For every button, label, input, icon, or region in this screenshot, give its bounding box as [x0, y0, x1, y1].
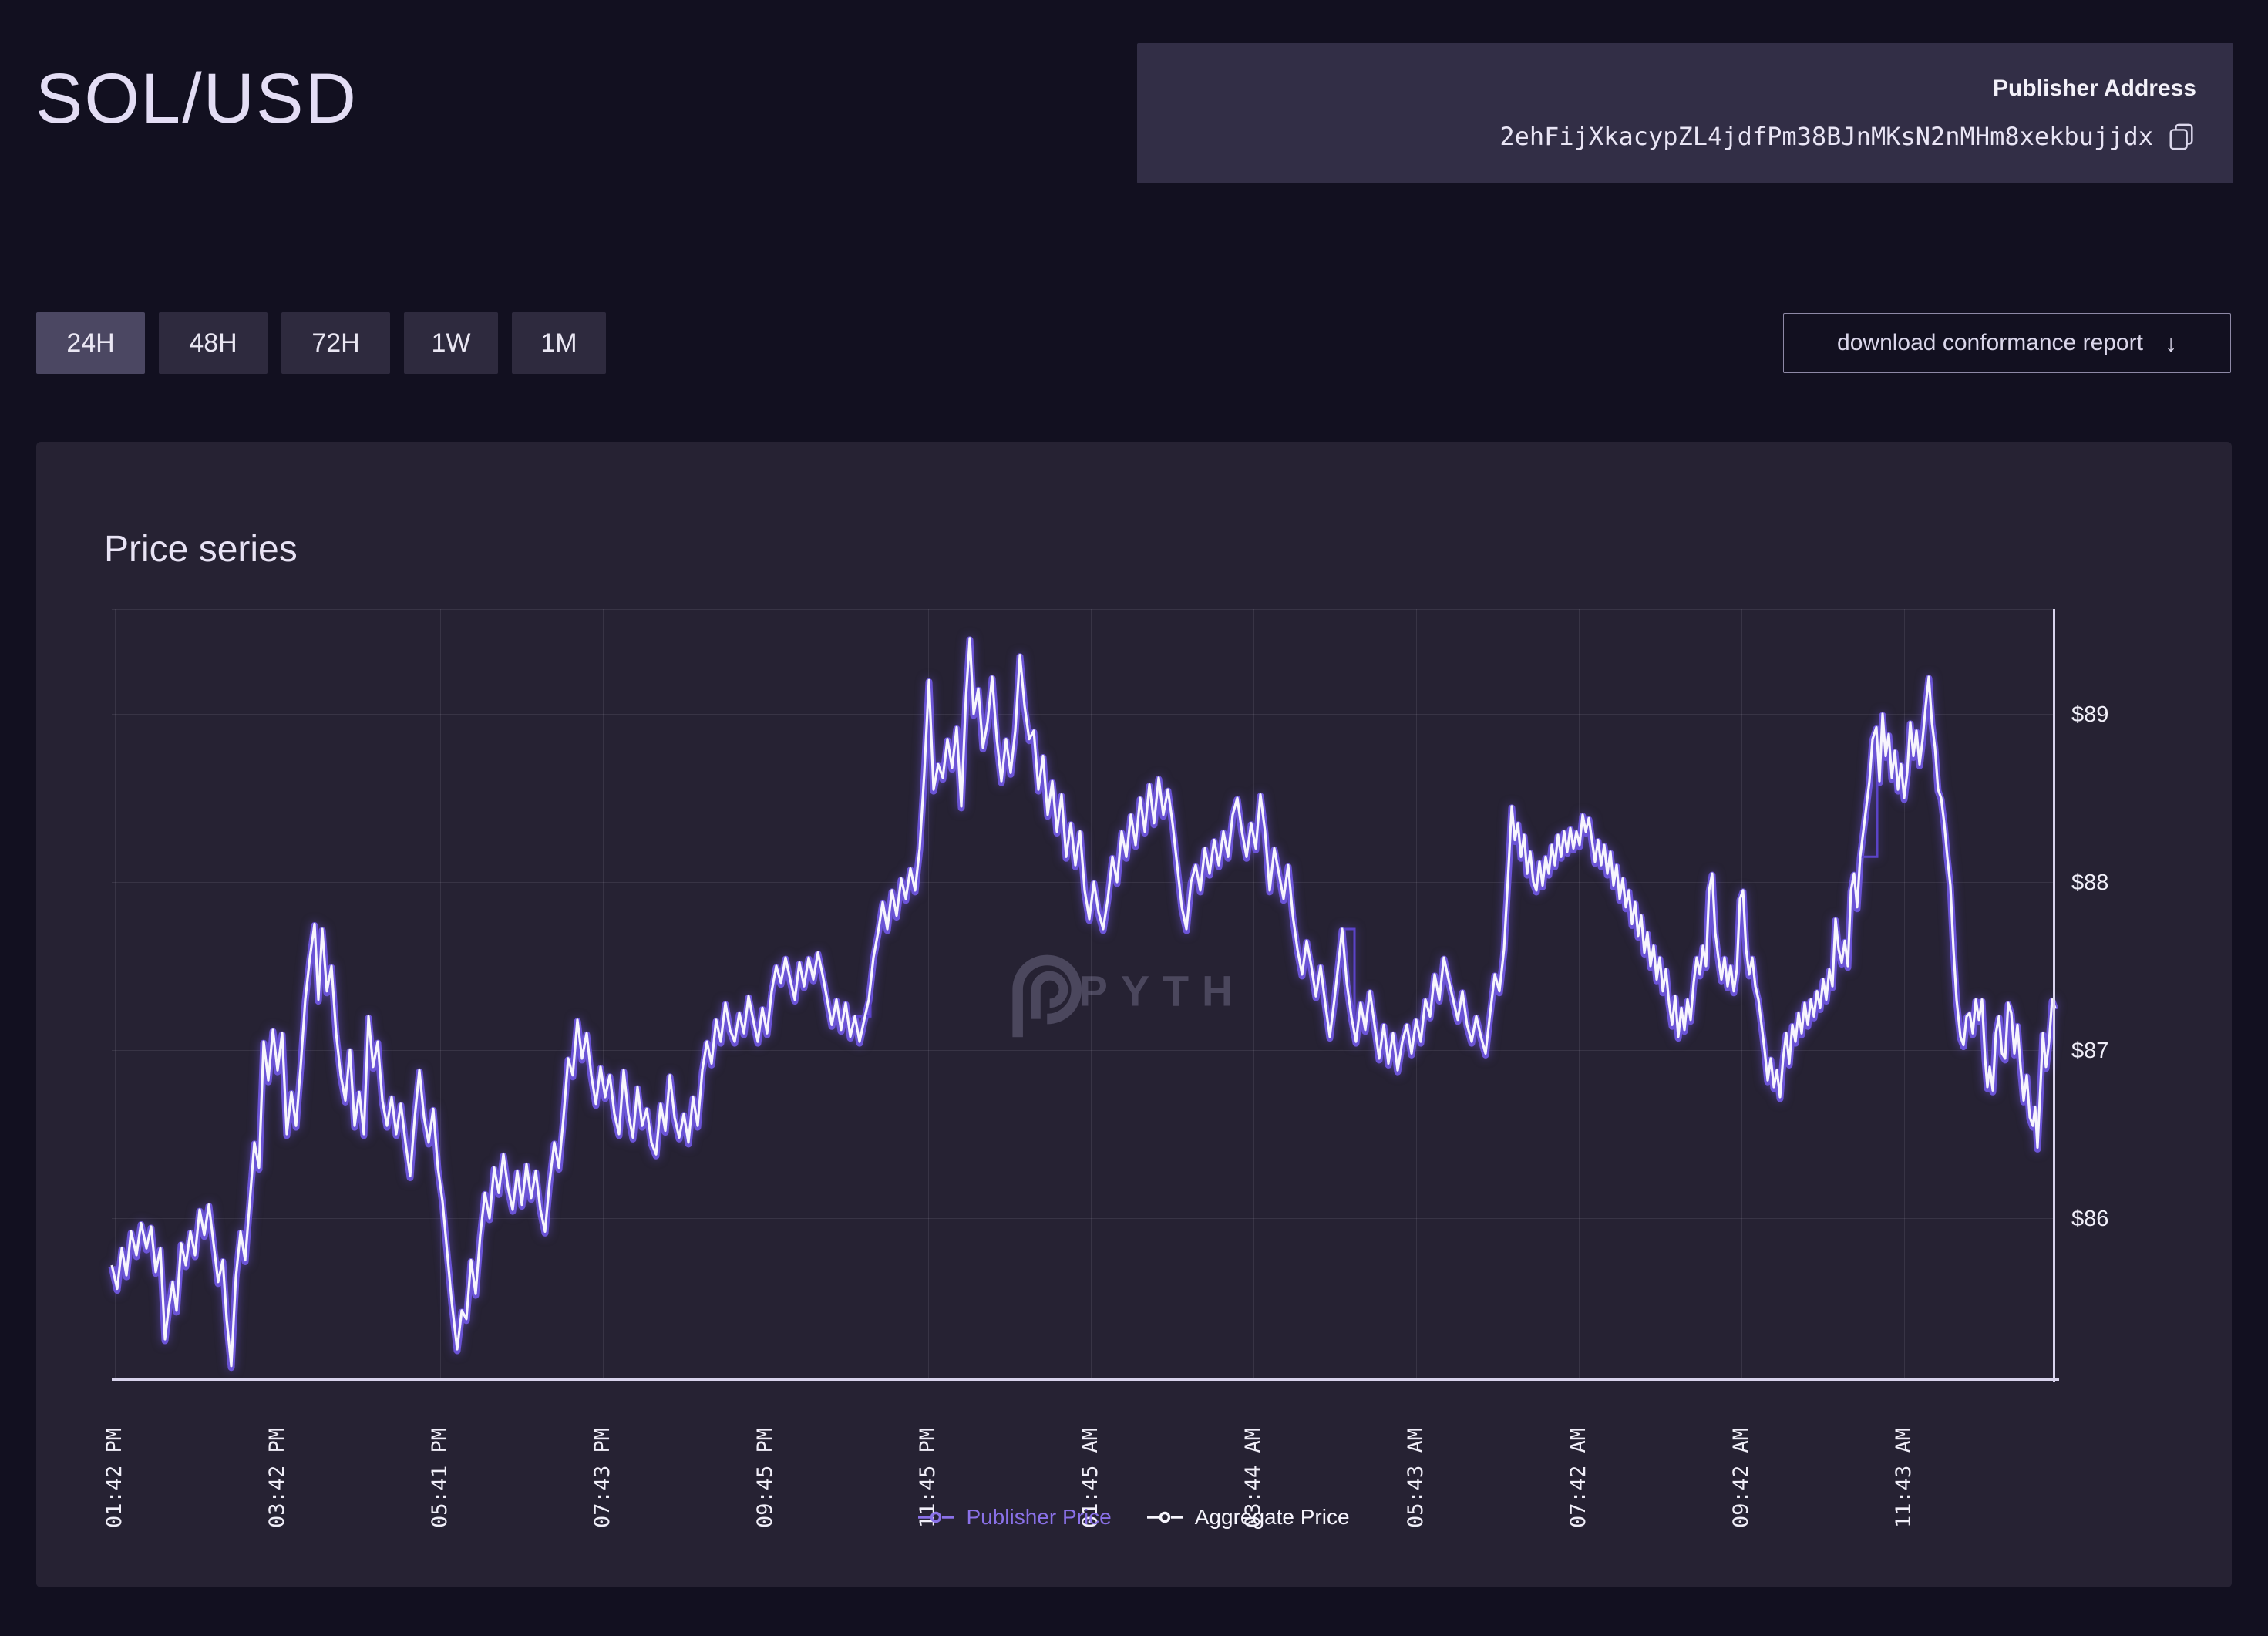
chart-title: Price series [104, 529, 298, 570]
range-button-24h[interactable]: 24H [36, 312, 145, 374]
y-axis-line [2053, 609, 2055, 1382]
publisher-address-value: 2ehFijXkacypZL4jdfPm38BJnMKsN2nMHm8xekbu… [1499, 122, 2153, 151]
publisher-price-line [108, 636, 2059, 1372]
y-axis-tick-label: $89 [2071, 702, 2109, 727]
vertical-gridline [1416, 609, 1417, 1380]
vertical-gridline [928, 609, 929, 1380]
pyth-watermark: PYTH [993, 941, 1332, 1042]
price-series-card [36, 442, 2232, 1587]
publisher-price-marker-icon [918, 1511, 954, 1523]
copy-icon[interactable] [2167, 122, 2196, 151]
horizontal-gridline [112, 714, 2053, 715]
range-button-72h[interactable]: 72H [281, 312, 390, 374]
range-button-1m[interactable]: 1M [512, 312, 606, 374]
publisher-address-row: 2ehFijXkacypZL4jdfPm38BJnMKsN2nMHm8xekbu… [1499, 122, 2196, 151]
vertical-gridline [115, 609, 116, 1380]
legend-item-aggregate-price[interactable]: Aggregate Price [1146, 1505, 1350, 1530]
vertical-gridline [1253, 609, 1254, 1380]
download-conformance-report-button[interactable]: download conformance report ↓ [1783, 313, 2231, 373]
aggregate-price-line [110, 637, 2057, 1368]
vertical-gridline [440, 609, 441, 1380]
legend-item-publisher-price[interactable]: Publisher Price [918, 1505, 1112, 1530]
publisher-price-step [1342, 927, 1356, 1034]
range-button-1w[interactable]: 1W [404, 312, 498, 374]
plot-top-border [112, 609, 2053, 610]
chart-legend: Publisher Price Aggregate Price [0, 1505, 2268, 1530]
horizontal-gridline [112, 1218, 2053, 1219]
range-button-48h[interactable]: 48H [159, 312, 268, 374]
pyth-wordmark: PYTH [1079, 967, 1247, 1015]
vertical-gridline [1904, 609, 1905, 1380]
horizontal-gridline [112, 1050, 2053, 1051]
page-title: SOL/USD [35, 59, 358, 138]
download-arrow-icon: ↓ [2164, 328, 2177, 357]
publisher-address-box: Publisher Address 2ehFijXkacypZL4jdfPm38… [1137, 43, 2233, 183]
price-chart-plot-area[interactable] [108, 609, 2059, 1380]
vertical-gridline [1091, 609, 1092, 1380]
vertical-gridline [603, 609, 604, 1380]
legend-label-publisher-price: Publisher Price [966, 1505, 1112, 1529]
aggregate-price-marker-icon [1146, 1511, 1183, 1523]
download-label: download conformance report [1837, 330, 2143, 355]
legend-label-aggregate-price: Aggregate Price [1194, 1505, 1350, 1529]
x-axis-line [112, 1378, 2059, 1381]
time-range-selector: 24H 48H 72H 1W 1M [36, 312, 606, 374]
publisher-address-label: Publisher Address [1993, 76, 2196, 101]
vertical-gridline [1741, 609, 1742, 1380]
price-line-chart [108, 636, 2059, 1372]
y-axis-tick-label: $87 [2071, 1038, 2109, 1063]
y-axis-tick-label: $86 [2071, 1207, 2109, 1231]
pyth-logo-icon [1012, 954, 1082, 1038]
vertical-gridline [1579, 609, 1580, 1380]
y-axis-tick-label: $88 [2071, 870, 2109, 895]
